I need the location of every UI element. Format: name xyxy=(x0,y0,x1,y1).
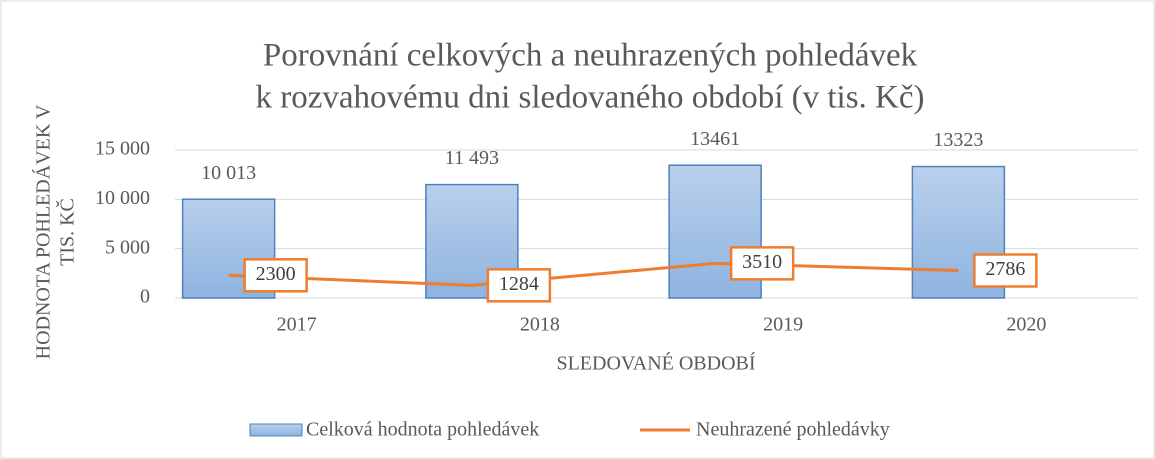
chart-title: k rozvahovému dni sledovaného období (v … xyxy=(255,80,924,116)
data-label-box xyxy=(973,253,1038,288)
x-tick-label: 2017 xyxy=(277,314,317,336)
data-label-box xyxy=(729,246,795,281)
data-label: 11 493 xyxy=(445,147,499,169)
data-label: 2300 xyxy=(256,263,296,285)
x-axis-title: SLEDOVANÉ OBDOBÍ xyxy=(556,352,755,375)
data-label: 2786 xyxy=(985,258,1025,280)
x-tick-label: 2018 xyxy=(520,314,560,336)
data-label-box xyxy=(243,258,308,293)
legend-swatch xyxy=(249,423,303,437)
y-axis-title-line: TIS. KČ xyxy=(55,198,79,266)
y-axis-title-line: HODNOTA POHLEDÁVEK V xyxy=(32,104,55,359)
data-label: 1284 xyxy=(499,273,539,295)
legend-label: Neuhrazené pohledávky xyxy=(696,419,890,441)
y-tick-label: 10 000 xyxy=(95,187,150,209)
x-tick-label: 2019 xyxy=(763,314,803,336)
data-label: 13461 xyxy=(690,128,740,150)
x-tick-label: 2020 xyxy=(1006,314,1046,336)
line xyxy=(228,261,959,287)
data-label: 13323 xyxy=(933,129,983,151)
data-label: 3510 xyxy=(742,251,782,273)
y-tick-label: 15 000 xyxy=(95,138,150,160)
chart-title: Porovnání celkových a neuhrazených pohle… xyxy=(263,38,918,74)
y-axis-title: HODNOTA POHLEDÁVEK V TIS. KČ xyxy=(32,104,79,359)
y-tick-label: 0 xyxy=(140,286,150,308)
legend-label: Celková hodnota pohledávek xyxy=(306,419,539,441)
data-label: 10 013 xyxy=(201,162,256,184)
y-tick-label: 5 000 xyxy=(105,236,150,258)
data-label-box xyxy=(486,268,552,303)
